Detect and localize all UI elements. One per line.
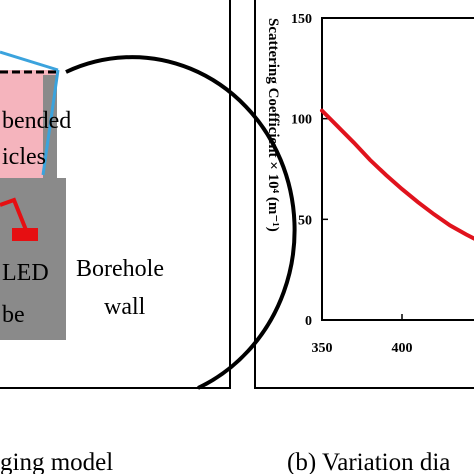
- beam-line-top: [0, 50, 59, 72]
- x-axis: 350 400: [312, 314, 413, 356]
- borehole-wall-arc: [65, 55, 297, 390]
- borehole-label-line1: Borehole: [76, 256, 164, 282]
- led-element: [12, 228, 38, 241]
- y-axis: 0 50 100 150: [291, 12, 328, 329]
- y-tick-label: 100: [291, 113, 312, 128]
- led-beam: [0, 197, 28, 231]
- variation-diagram-panel: Scattering Coefficient × 10⁴ (m⁻¹) 0 50 10…: [254, 0, 474, 474]
- x-tick-label: 400: [392, 341, 413, 356]
- suspended-label-line1: bended: [2, 108, 71, 134]
- y-tick-label: 50: [298, 213, 312, 228]
- right-panel-frame: [254, 0, 474, 389]
- probe-body: [0, 178, 66, 340]
- y-tick-label: 0: [305, 314, 312, 329]
- plot-frame: [321, 17, 474, 321]
- scattering-curve: [320, 108, 474, 241]
- left-panel-frame: [0, 0, 231, 389]
- imaging-model-panel: bended icles LED be Borehole wall ging m…: [0, 0, 297, 474]
- led-label-line2: be: [2, 302, 25, 328]
- x-tick-label: 350: [312, 341, 333, 356]
- scattering-chart: 0 50 100 150 350 400: [291, 12, 474, 356]
- led-label-line1: LED: [2, 260, 49, 286]
- series-layer: [320, 108, 474, 241]
- y-axis-label: Scattering Coefficient × 10⁴ (m⁻¹): [265, 18, 281, 232]
- left-caption: ging model: [0, 449, 113, 474]
- suspended-label-line2: icles: [2, 144, 46, 170]
- beam-line-side: [41, 69, 60, 176]
- probe-assembly: [0, 50, 66, 340]
- borehole-label-line2: wall: [104, 294, 146, 320]
- right-caption: (b) Variation dia: [287, 449, 450, 474]
- y-tick-label: 150: [291, 12, 312, 27]
